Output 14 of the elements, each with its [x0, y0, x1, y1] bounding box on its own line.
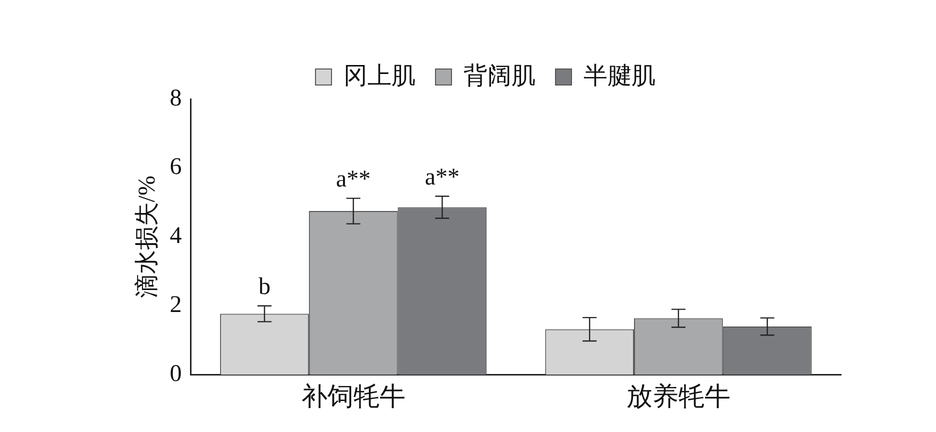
legend-label: 半腱肌: [584, 63, 656, 90]
y-tick-label: 0: [170, 361, 182, 388]
data-label: a**: [424, 164, 460, 191]
y-tick-label: 2: [170, 292, 182, 318]
data-label: b: [258, 274, 270, 300]
y-tick-label: 8: [170, 85, 182, 112]
y-tick-label: 4: [170, 223, 182, 250]
x-tick-label: 补饲牦牛: [301, 382, 406, 412]
legend-label: 背阔肌: [464, 63, 536, 90]
y-tick-label: 6: [170, 154, 182, 180]
legend-label: 冈上肌: [344, 63, 416, 90]
x-tick-label: 放养牦牛: [626, 382, 730, 412]
y-axis-title: 滴水损失/%: [134, 176, 161, 298]
data-label: a**: [336, 166, 371, 193]
